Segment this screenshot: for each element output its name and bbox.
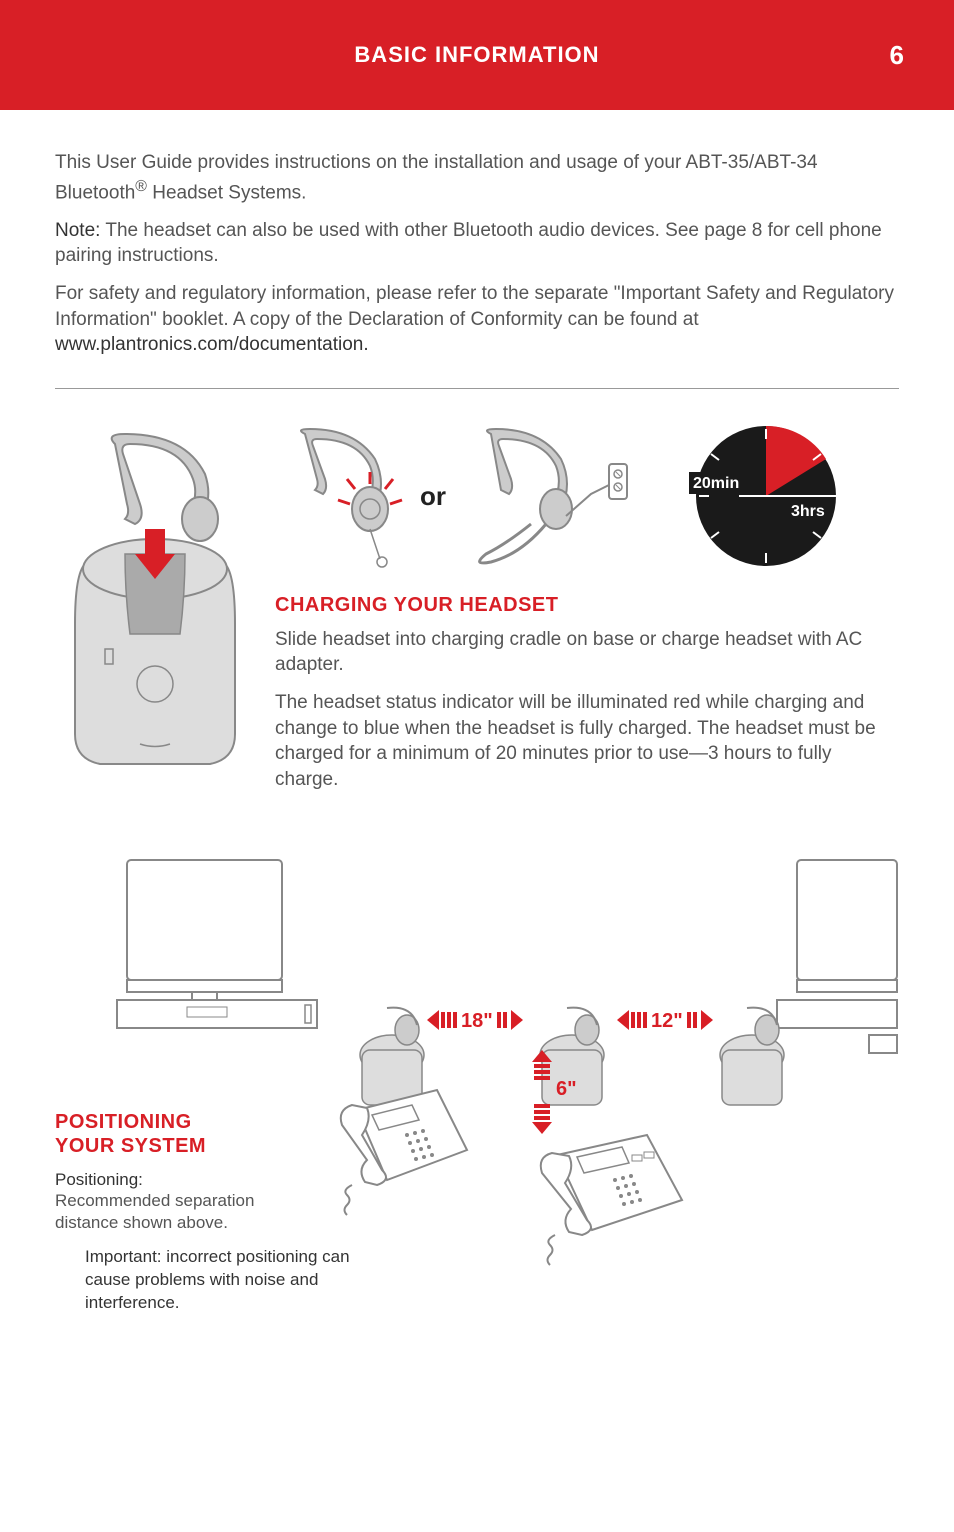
positioning-heading-l1: POSITIONING bbox=[55, 1111, 192, 1133]
base-station-illustration bbox=[55, 424, 255, 754]
charging-section: or bbox=[55, 424, 899, 805]
or-label: or bbox=[420, 481, 446, 512]
svg-text:6": 6" bbox=[556, 1078, 577, 1100]
ac-adapter-svg bbox=[461, 424, 646, 569]
headset-closeup-svg bbox=[275, 424, 405, 569]
base-station-svg bbox=[55, 424, 255, 774]
positioning-heading-l2: YOUR SYSTEM bbox=[55, 1135, 206, 1157]
note-text: The headset can also be used with other … bbox=[55, 220, 882, 267]
intro-para-3: For safety and regulatory information, p… bbox=[55, 281, 899, 358]
positioning-subtitle: Recommended separation distance shown ab… bbox=[55, 1190, 315, 1234]
intro-section: This User Guide provides instructions on… bbox=[55, 150, 899, 358]
intro-note: Note: The headset can also be used with … bbox=[55, 218, 899, 269]
headset-closeup-illustration bbox=[275, 424, 405, 569]
svg-text:3hrs: 3hrs bbox=[791, 503, 825, 520]
charging-right-column: or bbox=[275, 424, 899, 805]
svg-text:20min: 20min bbox=[693, 475, 739, 492]
charging-options-row: or bbox=[275, 424, 899, 569]
intro-text-3a: For safety and regulatory information, p… bbox=[55, 283, 894, 330]
documentation-link: www.plantronics.com/documentation. bbox=[55, 334, 369, 355]
charging-heading: CHARGING YOUR HEADSET bbox=[275, 594, 899, 617]
note-label: Note: bbox=[55, 220, 100, 241]
charging-para-2: The headset status indicator will be ill… bbox=[275, 690, 899, 793]
positioning-section: 18" 12" bbox=[55, 855, 899, 1310]
registered-mark: ® bbox=[135, 178, 147, 195]
charge-gauge-svg: 20min 3hrs bbox=[661, 424, 851, 569]
section-divider bbox=[55, 388, 899, 389]
positioning-heading: POSITIONING YOUR SYSTEM bbox=[55, 1110, 315, 1158]
header-title: BASIC INFORMATION bbox=[354, 42, 599, 68]
positioning-text-block: POSITIONING YOUR SYSTEM Positioning: Rec… bbox=[55, 1110, 315, 1315]
intro-text-1b: Headset Systems. bbox=[147, 182, 306, 203]
content-area: This User Guide provides instructions on… bbox=[0, 110, 954, 1370]
positioning-label: Positioning: bbox=[55, 1170, 315, 1190]
charge-gauge-illustration: 20min 3hrs bbox=[661, 424, 851, 569]
intro-para-1: This User Guide provides instructions on… bbox=[55, 150, 899, 206]
ac-adapter-illustration bbox=[461, 424, 646, 569]
svg-text:12": 12" bbox=[651, 1010, 683, 1032]
header-bar: BASIC INFORMATION 6 bbox=[0, 0, 954, 110]
page-number: 6 bbox=[890, 40, 904, 71]
positioning-important: Important: incorrect positioning can cau… bbox=[85, 1246, 365, 1315]
svg-text:18": 18" bbox=[461, 1010, 493, 1032]
charging-para-1: Slide headset into charging cradle on ba… bbox=[275, 627, 899, 678]
